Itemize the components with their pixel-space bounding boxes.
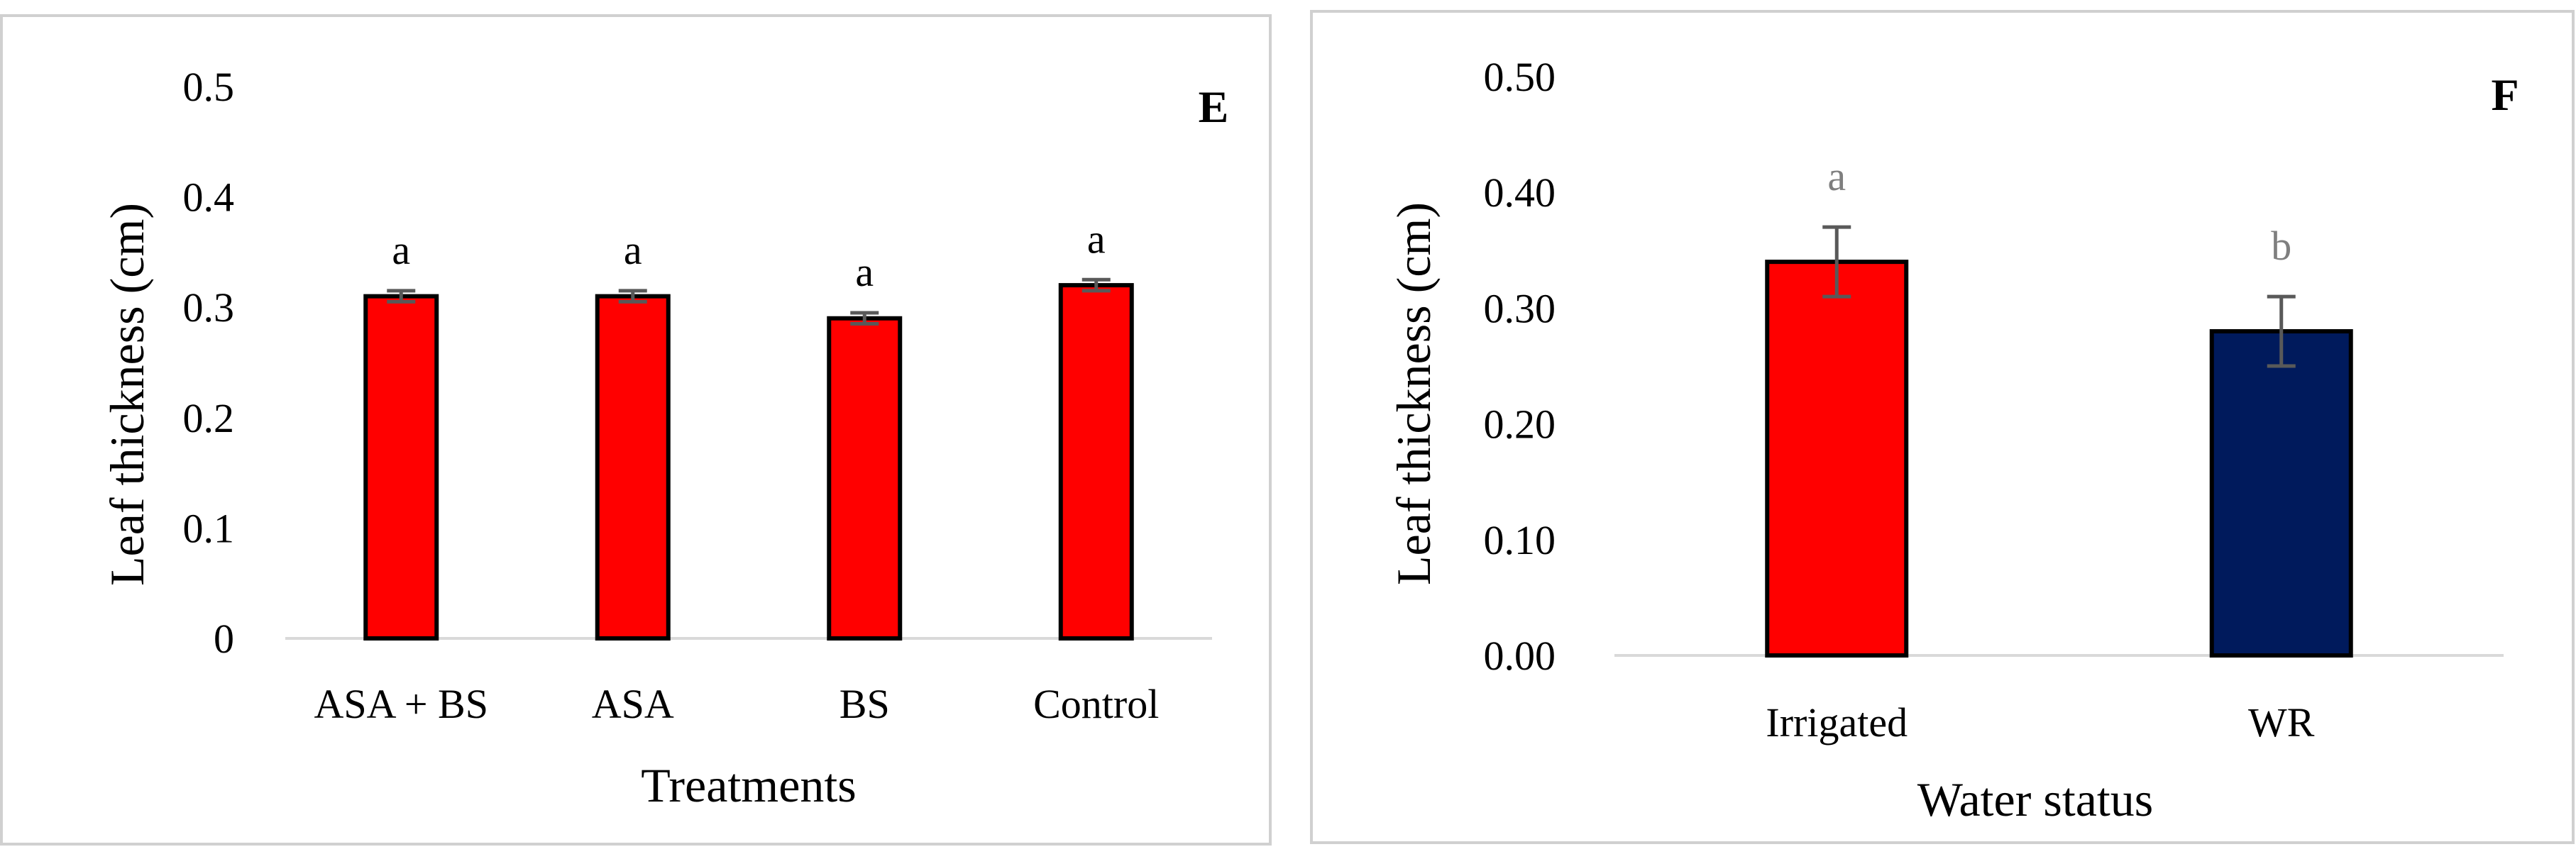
panel-e-y-tick-label: 0.3 bbox=[183, 284, 235, 331]
panel-f-y-ticks: 0.00 0.10 0.20 0.30 0.40 0.50 bbox=[1484, 54, 1556, 679]
panel-f-error-bars bbox=[1822, 225, 2296, 368]
panel-f-bar bbox=[2209, 329, 2353, 658]
panel-e-significance-letter: a bbox=[624, 227, 642, 273]
panel-e-error-bar bbox=[1081, 277, 1111, 293]
panel-e-x-tick-label: BS bbox=[840, 681, 890, 727]
panel-f-significance-letter: b bbox=[2271, 223, 2291, 269]
panel-e-x-axis-title: Treatments bbox=[641, 758, 856, 812]
panel-e-significance-letter: a bbox=[855, 249, 874, 295]
panel-f-y-tick-label: 0.20 bbox=[1484, 401, 1556, 448]
panel-e-bar bbox=[1058, 283, 1134, 641]
panel-f-y-tick-label: 0.00 bbox=[1484, 633, 1556, 679]
panel-f-x-axis-title: Water status bbox=[1917, 772, 2154, 826]
panel-f-error-bar bbox=[2267, 294, 2296, 368]
panel-f-y-axis-title: Leaf thickness (cm) bbox=[1387, 202, 1441, 585]
panel-e-x-tick-label: ASA bbox=[592, 681, 674, 727]
panel-f-x-tick-label: WR bbox=[2248, 699, 2315, 746]
panel-e-bar bbox=[827, 316, 903, 641]
panel-e-y-tick-label: 0 bbox=[214, 616, 234, 662]
panel-e-error-bar bbox=[618, 289, 647, 304]
panel-e-bar bbox=[363, 294, 439, 641]
panel-f-y-tick-label: 0.50 bbox=[1484, 54, 1556, 100]
panel-f-x-tick-label: Irrigated bbox=[1766, 699, 1908, 746]
panel-e-bars bbox=[363, 283, 1134, 641]
panel-f-frame bbox=[1310, 10, 2575, 844]
panel-e-bar bbox=[595, 294, 671, 641]
panel-f-bar bbox=[1765, 260, 1909, 658]
panel-f-x-ticks: Irrigated WR bbox=[1766, 699, 2314, 746]
panel-e-error-bar bbox=[387, 289, 416, 304]
panel-e-significance-letter: a bbox=[392, 227, 410, 273]
panel-e-x-tick-label: ASA + BS bbox=[314, 681, 488, 727]
panel-e-x-tick-label: Control bbox=[1033, 681, 1159, 727]
panel-e-label: E bbox=[1199, 82, 1229, 132]
panel-f-bars bbox=[1765, 260, 2353, 658]
panel-e-error-bar bbox=[850, 311, 879, 326]
panel-e-y-axis-title: Leaf thickness (cm) bbox=[100, 203, 154, 586]
panel-f-label: F bbox=[2491, 70, 2519, 120]
panel-f-significance-letters: ab bbox=[1827, 153, 2291, 269]
panel-f-error-bar bbox=[1822, 225, 1851, 299]
panel-f-significance-letter: a bbox=[1827, 153, 1846, 199]
panel-e-significance-letters: a a aa bbox=[392, 216, 1105, 295]
panel-f-y-tick-label: 0.30 bbox=[1484, 285, 1556, 331]
panel-f-y-tick-label: 0.10 bbox=[1484, 517, 1556, 563]
panel-e: E Leaf thickness (cm) Treatments 0 0.1 0.2… bbox=[0, 14, 1272, 846]
panel-e-x-ticks: ASA + BS ASA BS Control bbox=[314, 681, 1160, 727]
panel-e-y-tick-label: 0.5 bbox=[183, 64, 235, 110]
panel-e-y-tick-label: 0.2 bbox=[183, 395, 235, 441]
panel-f: F Leaf thickness (cm) Water status 0.000… bbox=[1310, 10, 2575, 844]
panel-e-significance-letter: a bbox=[1087, 216, 1106, 262]
panel-f-y-tick-label: 0.40 bbox=[1484, 170, 1556, 216]
panel-e-y-tick-label: 0.4 bbox=[183, 174, 235, 221]
panel-e-y-tick-label: 0.1 bbox=[183, 505, 235, 551]
panel-e-y-ticks: 0 0.1 0.2 0.3 0.4 0.5 bbox=[183, 64, 235, 662]
panel-e-error-bars bbox=[387, 277, 1111, 326]
